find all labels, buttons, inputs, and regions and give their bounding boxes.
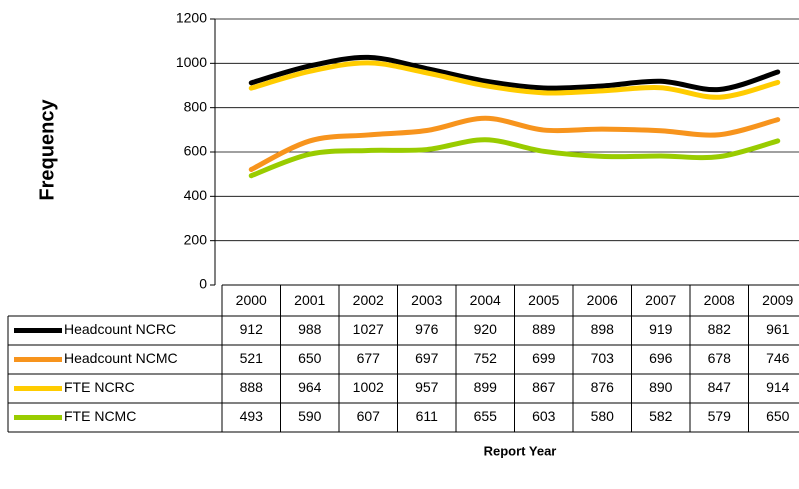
y-tick-label: 200 [184, 231, 208, 247]
table-value: 611 [416, 408, 439, 424]
series-line [248, 115, 781, 173]
x-tick-label: 2000 [236, 292, 267, 308]
table-value: 1002 [353, 379, 384, 395]
series-line [248, 60, 781, 100]
x-tick-label: 2006 [587, 292, 618, 308]
table-value: 914 [766, 379, 790, 395]
table-value: 607 [357, 408, 381, 424]
table-value: 889 [532, 321, 556, 337]
table-value: 898 [591, 321, 615, 337]
legend-label: FTE NCRC [64, 379, 135, 395]
x-tick-label: 2007 [645, 292, 676, 308]
x-tick-label: 2005 [528, 292, 559, 308]
table-value: 867 [532, 379, 556, 395]
table-value: 699 [532, 350, 556, 366]
table-value: 677 [357, 350, 381, 366]
table-value: 888 [240, 379, 264, 395]
table-value: 746 [766, 350, 790, 366]
table-value: 650 [298, 350, 322, 366]
table-value: 876 [591, 379, 615, 395]
legend-label: FTE NCMC [64, 408, 136, 424]
table-value: 579 [708, 408, 732, 424]
table-value: 603 [532, 408, 556, 424]
table-value: 890 [649, 379, 673, 395]
table-value: 697 [415, 350, 439, 366]
y-tick-label: 400 [184, 187, 208, 203]
table-value: 521 [240, 350, 264, 366]
legend-label: Headcount NCMC [64, 350, 178, 366]
table-value: 882 [708, 321, 732, 337]
table-value: 678 [708, 350, 732, 366]
x-tick-label: 2001 [294, 292, 325, 308]
table-value: 961 [766, 321, 790, 337]
series-line [248, 54, 781, 93]
x-tick-label: 2008 [704, 292, 735, 308]
table-value: 912 [240, 321, 264, 337]
table-value: 899 [474, 379, 498, 395]
table-value: 920 [474, 321, 498, 337]
table-value: 976 [415, 321, 439, 337]
table-value: 580 [591, 408, 615, 424]
table-value: 988 [298, 321, 322, 337]
table-value: 752 [474, 350, 498, 366]
table-value: 964 [298, 379, 322, 395]
table-value: 493 [240, 408, 264, 424]
x-tick-label: 2009 [762, 292, 793, 308]
table-value: 696 [649, 350, 673, 366]
series-line [248, 137, 781, 179]
x-tick-label: 2002 [353, 292, 384, 308]
y-tick-label: 600 [184, 143, 208, 159]
table-value: 1027 [353, 321, 384, 337]
table-value: 582 [649, 408, 673, 424]
y-tick-label: 0 [199, 276, 207, 292]
table-value: 919 [649, 321, 673, 337]
table-value: 590 [298, 408, 322, 424]
y-axis-title: Frequency [36, 99, 58, 201]
table-value: 703 [591, 350, 615, 366]
legend-label: Headcount NCRC [64, 321, 176, 337]
y-tick-label: 1000 [176, 54, 207, 70]
table-value: 957 [415, 379, 439, 395]
table-value: 847 [708, 379, 732, 395]
x-tick-label: 2004 [470, 292, 501, 308]
x-axis-title: Report Year [484, 443, 557, 458]
table-value: 650 [766, 408, 790, 424]
table-value: 655 [474, 408, 498, 424]
x-tick-label: 2003 [411, 292, 442, 308]
y-tick-label: 1200 [176, 10, 207, 26]
y-tick-label: 800 [184, 98, 208, 114]
